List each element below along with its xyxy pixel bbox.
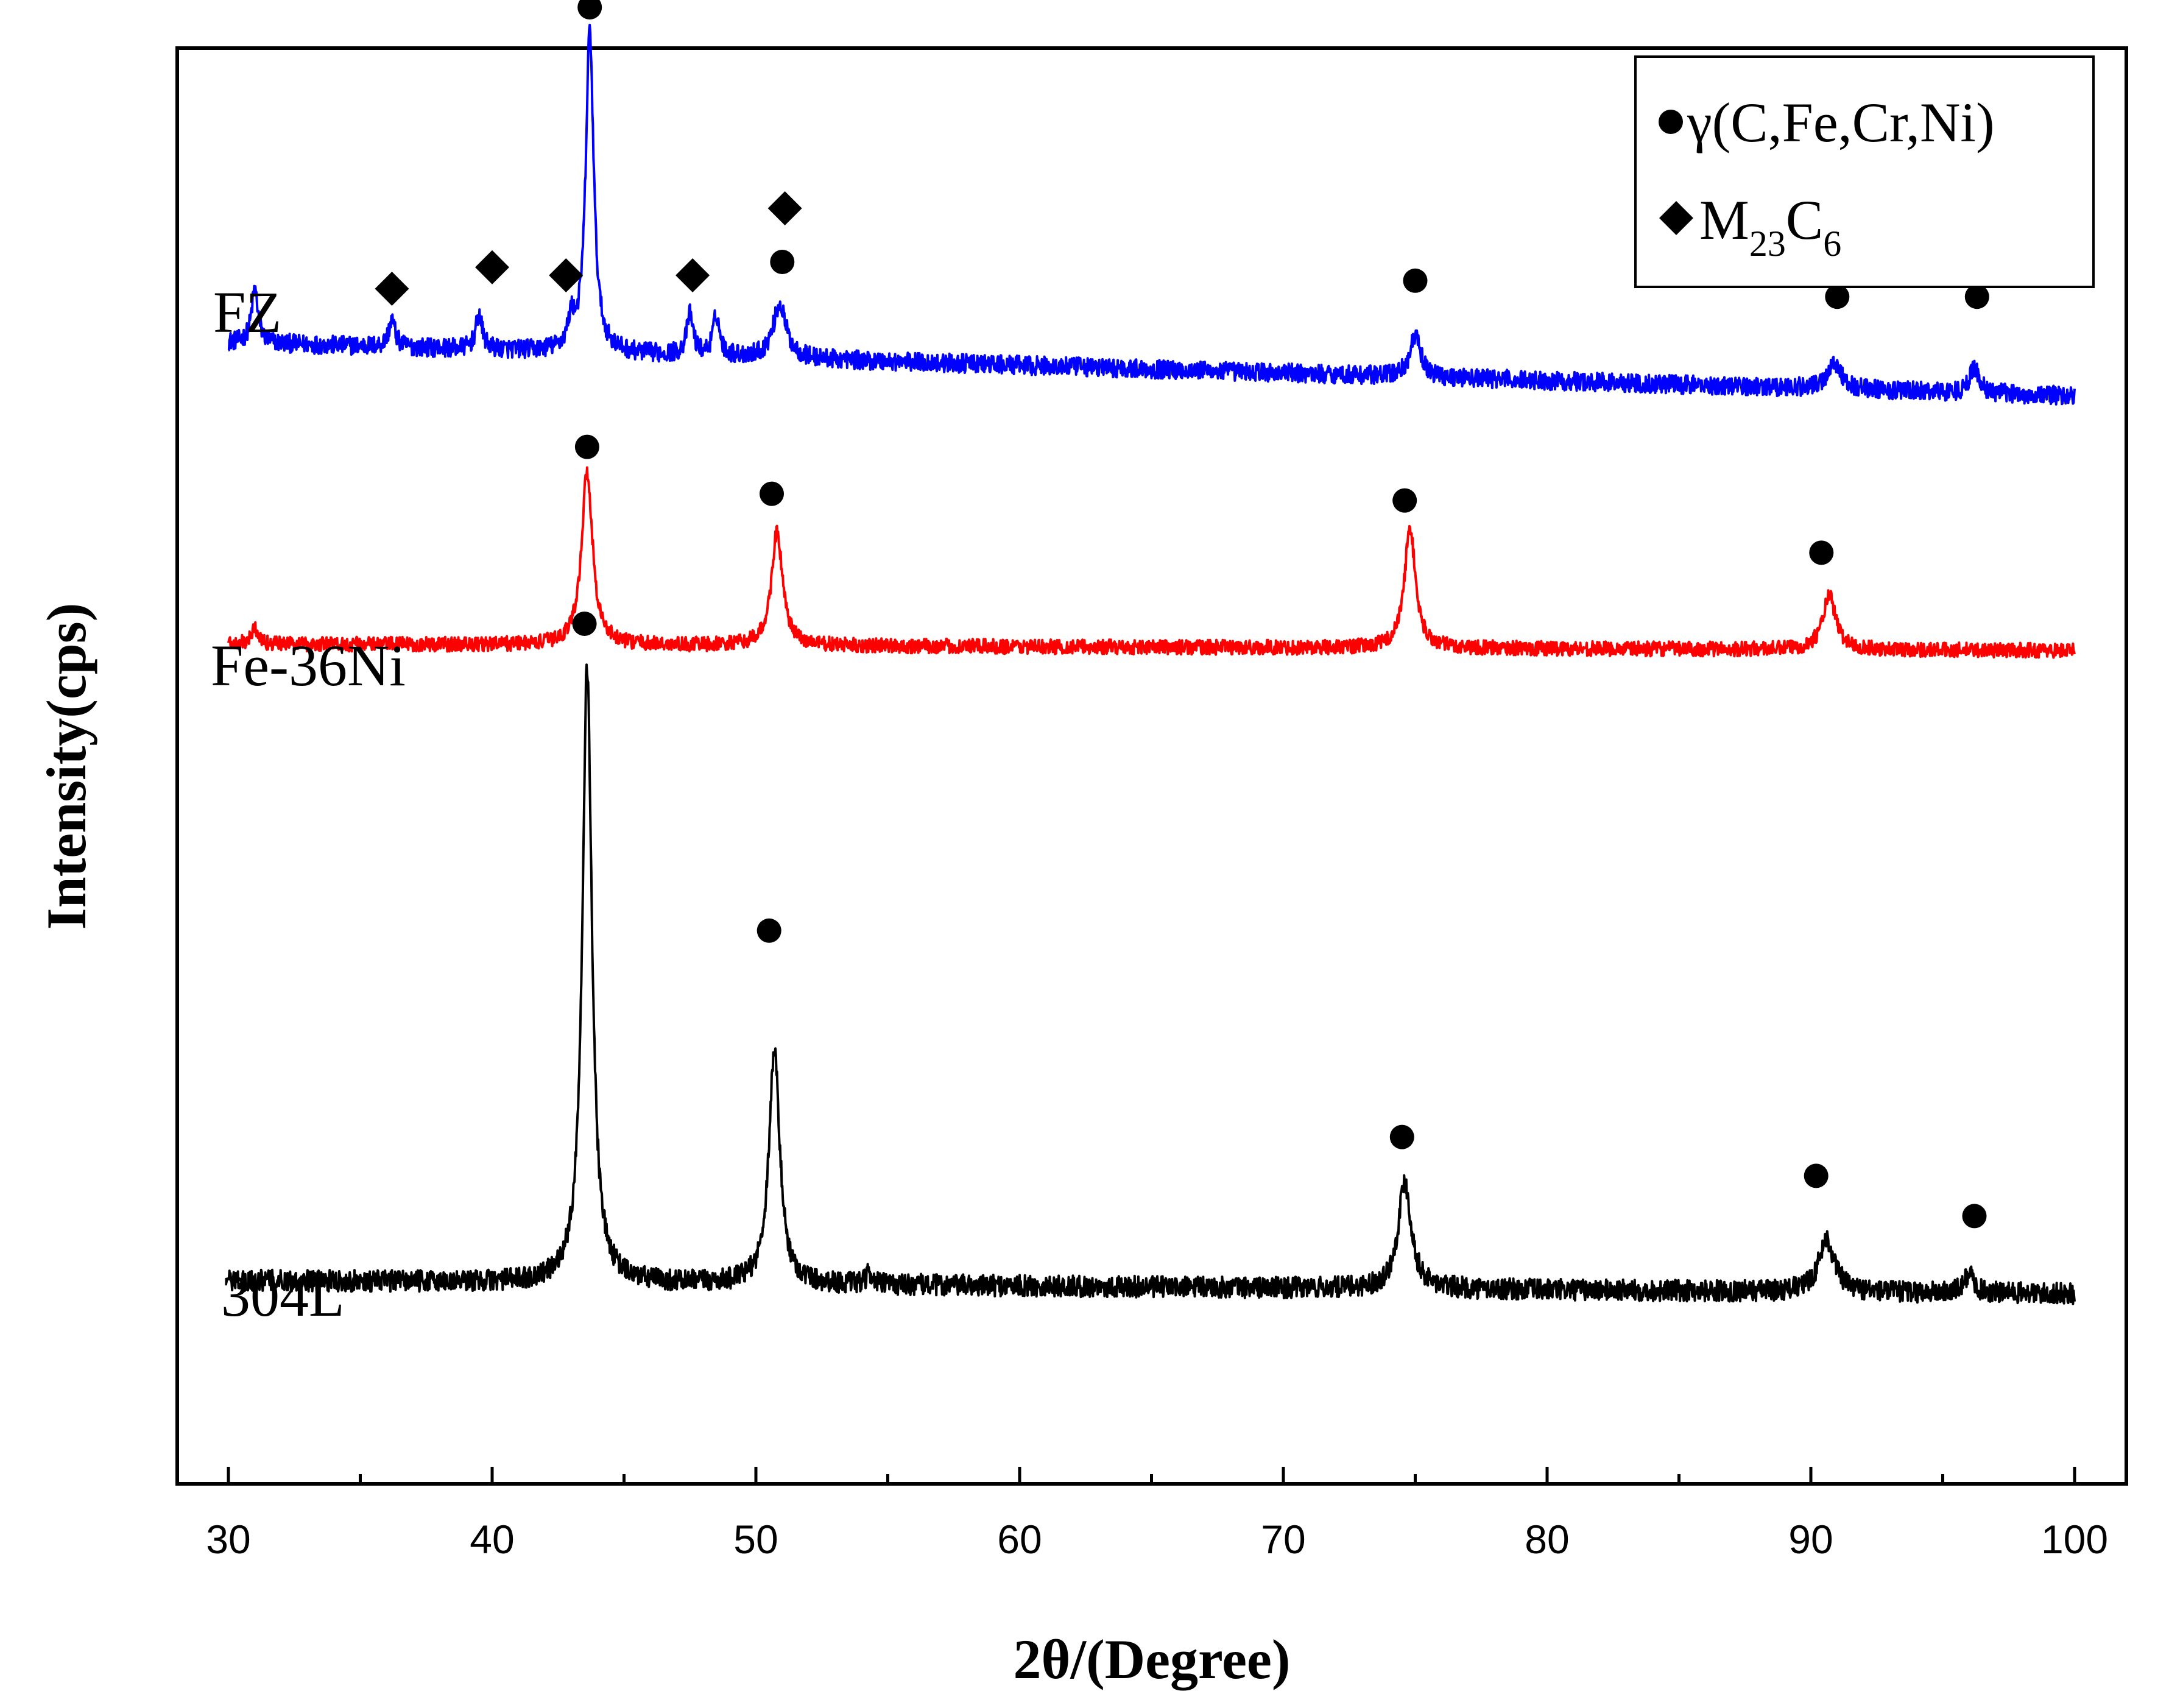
m23c6-phase-marker	[549, 258, 584, 292]
legend-entry-m23c6: M23C6	[1699, 189, 1841, 264]
legend-entry-gamma: γ(C,Fe,Cr,Ni)	[1687, 91, 1995, 154]
gamma-phase-marker	[1825, 284, 1850, 309]
series-label-304l: 304L	[221, 1263, 345, 1329]
gamma-phase-marker	[1392, 488, 1417, 513]
x-axis-title: 2θ/(Degree)	[1014, 1628, 1291, 1690]
x-tick-label: 50	[733, 1517, 778, 1562]
series-line-fe36ni	[227, 466, 2076, 659]
gamma-phase-marker	[572, 612, 597, 636]
legend: γ(C,Fe,Cr,Ni) M23C6	[1634, 55, 2095, 288]
series-label-fe36ni: Fe-36Ni	[211, 633, 406, 698]
x-tick-label: 100	[2041, 1517, 2108, 1562]
legend-m23c6-sub6: 6	[1823, 224, 1841, 264]
legend-circle-marker	[1659, 110, 1683, 134]
gamma-phase-marker	[1809, 540, 1834, 565]
x-tick-label: 60	[997, 1517, 1042, 1562]
series-line-fz	[227, 24, 2076, 406]
m23c6-phase-marker	[675, 258, 710, 292]
gamma-phase-marker	[574, 434, 599, 459]
legend-m23c6-sub23: 23	[1749, 224, 1786, 264]
x-tick-label: 90	[1788, 1517, 1833, 1562]
legend-diamond-marker	[1659, 201, 1693, 235]
gamma-phase-marker	[760, 481, 784, 506]
gamma-phase-marker	[1389, 1124, 1414, 1149]
gamma-phase-marker	[1962, 1204, 1987, 1229]
x-tick-label: 80	[1525, 1517, 1569, 1562]
legend-m23c6-c: C	[1786, 189, 1823, 251]
y-axis-title: Intensity(cps)	[35, 603, 97, 930]
series-line-304l	[227, 663, 2076, 1305]
series-traces	[227, 24, 2076, 1305]
legend-box	[1634, 55, 2095, 288]
gamma-phase-marker	[1964, 284, 1989, 309]
m23c6-phase-marker	[767, 191, 802, 225]
m23c6-phase-marker	[475, 250, 509, 284]
x-axis: 30 40 50 60 70 80 90 100	[206, 1467, 2108, 1562]
x-tick-label: 70	[1261, 1517, 1305, 1562]
gamma-phase-marker	[757, 918, 781, 943]
series-label-fz: FZ	[213, 280, 281, 345]
gamma-phase-marker	[1403, 268, 1428, 293]
legend-m23c6-m: M	[1699, 189, 1749, 251]
gamma-phase-marker	[577, 0, 602, 19]
gamma-phase-marker	[770, 250, 795, 274]
x-tick-label: 40	[470, 1517, 514, 1562]
gamma-phase-marker	[1804, 1163, 1829, 1188]
m23c6-phase-marker	[375, 272, 409, 306]
phase-markers	[375, 0, 1989, 1229]
x-tick-label: 30	[206, 1517, 250, 1562]
